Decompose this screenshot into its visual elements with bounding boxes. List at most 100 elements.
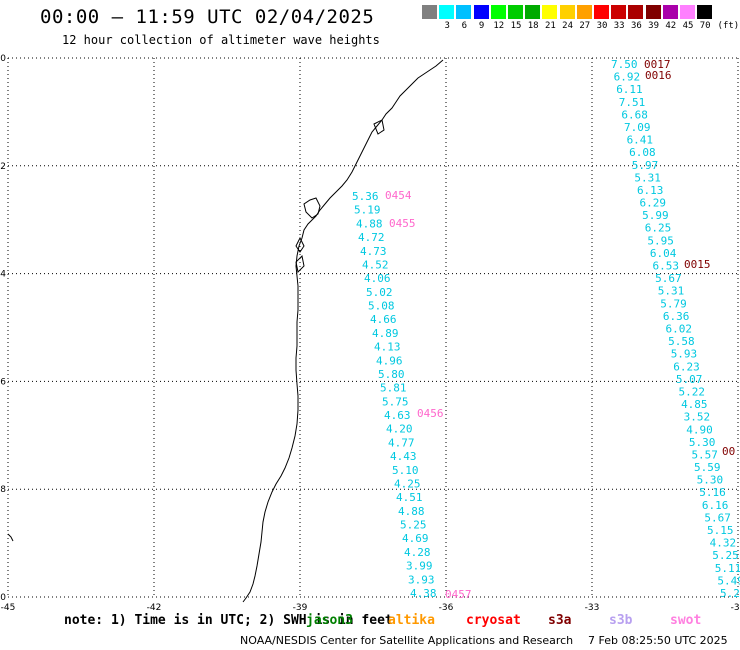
- wave-height-label: 5.31: [658, 285, 685, 298]
- wave-height-label: 5.25: [712, 549, 739, 562]
- latitude-tick-label: -14: [0, 270, 6, 280]
- wave-height-label: 6.53: [653, 260, 680, 273]
- bay-outline: [295, 119, 385, 274]
- wave-height-label: 5.31: [634, 171, 661, 184]
- wave-height-label: 5.75: [382, 395, 409, 408]
- color-swatch: [576, 5, 592, 19]
- wave-height-label: 6.13: [637, 184, 664, 197]
- coastline: [242, 59, 444, 603]
- wave-height-label: 5.36: [352, 190, 379, 203]
- island-marker: [7, 533, 14, 542]
- mission-legend-item: altika: [388, 613, 435, 628]
- color-scale-unit: (ft): [717, 21, 740, 31]
- pass-time-label: 0456: [417, 407, 444, 420]
- wave-height-label: 5.67: [704, 511, 731, 524]
- wave-height-label: 6.92: [614, 71, 641, 84]
- pass-time-label: 0015: [684, 258, 711, 271]
- map-grid: -10 -12 -14 -16 -18 -20-45 -42 -39 -36 -33 -30: [0, 54, 740, 613]
- wave-height-label: 4.85: [681, 398, 708, 411]
- color-scale-label: 6: [461, 21, 468, 31]
- wave-height-label: 6.25: [645, 222, 672, 235]
- wave-height-label: 5.57: [691, 448, 718, 461]
- wave-height-label: 3.52: [684, 411, 711, 424]
- wave-height-label: 6.68: [621, 108, 648, 121]
- longitude-tick-label: -45: [1, 603, 16, 613]
- color-scale-label: 27: [579, 21, 591, 31]
- color-scale-label: 21: [544, 21, 556, 31]
- color-scale-label: 24: [562, 21, 574, 31]
- wave-height-label: 4.13: [374, 341, 401, 354]
- latitude-tick-label: -18: [0, 485, 6, 495]
- color-scale-label: 36: [630, 21, 642, 31]
- wave-height-label: 6.41: [627, 134, 654, 147]
- latitude-tick-label: -20: [0, 593, 6, 603]
- page-title: 00:00 – 11:59 UTC 02/04/2025: [40, 6, 375, 28]
- wave-height-label: 4.43: [390, 450, 417, 463]
- color-swatch: [628, 5, 644, 19]
- color-swatch: [594, 5, 609, 19]
- latitude-tick-label: -10: [0, 54, 6, 64]
- wave-height-label: 7.51: [619, 96, 646, 109]
- color-swatch: [490, 5, 506, 19]
- latitude-tick-label: -16: [0, 377, 6, 387]
- footer-timestamp: 7 Feb 08:25:50 UTC 2025: [588, 634, 728, 647]
- wave-height-label: 4.28: [404, 546, 431, 559]
- wave-height-label: 5.58: [668, 335, 695, 348]
- color-swatch: [680, 5, 695, 19]
- color-scale-label: 33: [613, 21, 625, 31]
- wave-height-label: 5.02: [366, 286, 393, 299]
- color-swatch: [525, 5, 541, 19]
- pass-time-label: 0017: [644, 58, 671, 71]
- wave-height-label: 6.11: [616, 83, 643, 96]
- wave-height-label: 4.63: [384, 409, 411, 422]
- wave-height-label: 4.88: [398, 505, 425, 518]
- color-swatch: [611, 5, 627, 19]
- color-scale-label: 45: [682, 21, 694, 31]
- wave-height-label: 3.99: [406, 560, 433, 573]
- pass-time-label: 0454: [385, 189, 412, 202]
- wave-height-label: 5.93: [671, 348, 698, 361]
- color-scale-label: 18: [527, 21, 539, 31]
- wave-height-label: 5.81: [380, 382, 407, 395]
- mission-legend-item: cryosat: [466, 613, 521, 628]
- pass-time-label: 0016: [645, 69, 672, 82]
- color-scale-label: 30: [596, 21, 608, 31]
- color-swatch: [508, 5, 523, 19]
- wave-height-label: 6.08: [629, 146, 656, 159]
- color-swatch: [662, 5, 678, 19]
- wave-height-label: 4.72: [358, 231, 385, 244]
- wave-height-label: 7.50: [611, 58, 638, 71]
- color-swatch: [456, 5, 472, 19]
- wave-height-label: 5.95: [647, 234, 674, 247]
- wave-height-label: 4.89: [372, 327, 399, 340]
- wave-height-label: 4.66: [370, 313, 397, 326]
- color-scale-label: 15: [510, 21, 522, 31]
- wave-height-label: 6.29: [640, 197, 667, 210]
- color-swatch: [645, 5, 661, 19]
- longitude-tick-label: -39: [293, 603, 308, 613]
- wave-height-label: 4.20: [386, 423, 413, 436]
- wave-height-label: 5.79: [660, 297, 687, 310]
- wave-height-label: 4.90: [686, 423, 713, 436]
- wave-height-label: 6.23: [673, 360, 700, 373]
- wave-height-label: 4.38: [410, 587, 437, 600]
- color-scale-label: 70: [699, 21, 711, 31]
- wave-height-label: 4.51: [396, 491, 423, 504]
- wave-height-label: 4.88: [356, 217, 383, 230]
- color-swatch: [473, 5, 489, 19]
- color-scale-label: 3: [444, 21, 450, 31]
- longitude-tick-label: -30: [731, 603, 740, 613]
- wave-height-label: 5.08: [368, 300, 395, 313]
- pass-time-label: 00: [722, 445, 735, 458]
- wave-height-label: 5.07: [676, 373, 703, 386]
- wave-height-label: 5.30: [697, 474, 724, 487]
- wave-height-label: 5.15: [707, 524, 734, 537]
- color-swatch: [697, 5, 713, 19]
- wave-height-label: 5.16: [699, 486, 726, 499]
- color-swatch: [559, 5, 575, 19]
- note-text: note: 1) Time is in UTC; 2) SWH is in fe…: [64, 613, 393, 628]
- wave-height-label: 5.67: [655, 272, 682, 285]
- mission-legend-item: s3a: [548, 613, 572, 628]
- wave-height-label: 5.49: [717, 574, 740, 587]
- wave-height-label: 5.59: [694, 461, 721, 474]
